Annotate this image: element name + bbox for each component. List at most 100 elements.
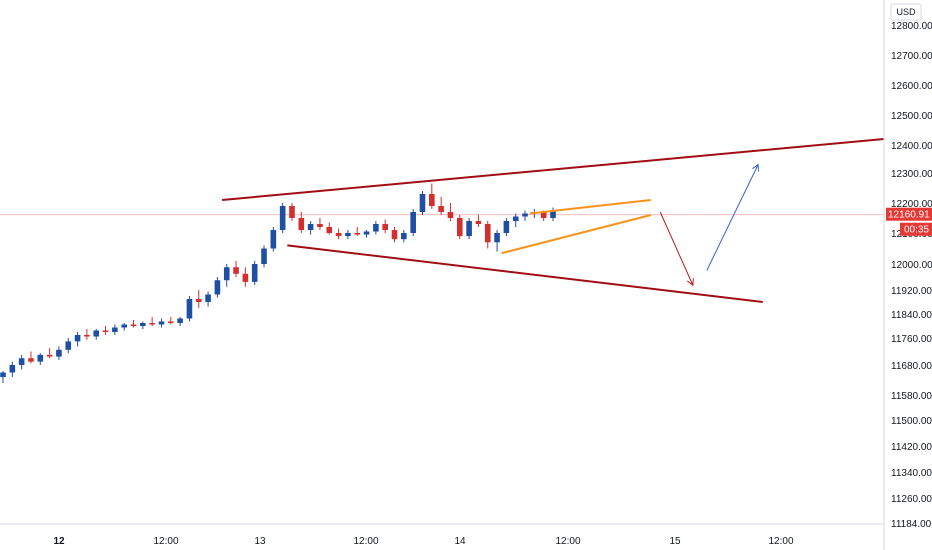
time-axis[interactable]: 12 12:00 13 12:00 14 12:00 15 12:00 bbox=[53, 536, 794, 547]
candle bbox=[56, 346, 62, 360]
candle bbox=[158, 318, 165, 328]
time-tick-label: 12:00 bbox=[153, 536, 178, 547]
arrow-up[interactable] bbox=[706, 163, 759, 271]
price-tick-label: 11680.00 bbox=[891, 361, 932, 372]
candle bbox=[447, 203, 454, 221]
channel-trendline[interactable] bbox=[221, 138, 885, 201]
candle bbox=[37, 353, 44, 365]
candle bbox=[326, 222, 333, 235]
candle bbox=[410, 209, 416, 237]
candle bbox=[149, 317, 155, 326]
arrow-down[interactable] bbox=[659, 211, 694, 287]
price-tick-label: 11500.00 bbox=[891, 416, 932, 427]
candle bbox=[186, 296, 193, 322]
candle bbox=[391, 227, 398, 243]
candle bbox=[261, 245, 267, 268]
candle bbox=[289, 203, 295, 221]
candle bbox=[93, 329, 100, 340]
candle bbox=[0, 371, 6, 383]
price-tick-label: 12000.00 bbox=[891, 260, 932, 271]
candle bbox=[74, 332, 81, 347]
candle bbox=[28, 351, 34, 364]
price-tick-label: 11420.00 bbox=[891, 442, 932, 453]
trendlines bbox=[221, 138, 885, 303]
price-tick-label: 12500.00 bbox=[891, 111, 932, 122]
price-tick-label: 11340.00 bbox=[891, 468, 932, 479]
candle bbox=[112, 324, 118, 335]
candle bbox=[494, 230, 500, 252]
candle bbox=[307, 221, 314, 235]
time-tick-label: 15 bbox=[669, 536, 681, 547]
wedge-trendline[interactable] bbox=[501, 214, 652, 255]
candle bbox=[270, 227, 277, 252]
candle bbox=[382, 219, 388, 233]
candle bbox=[503, 218, 510, 237]
price-tick-label: 11920.00 bbox=[891, 286, 932, 297]
candle bbox=[168, 317, 174, 325]
candle bbox=[298, 212, 305, 233]
timer-badge-text: 00:35 bbox=[904, 225, 929, 236]
candle bbox=[279, 203, 286, 233]
price-axis[interactable]: 12800.00 12700.00 12600.00 12500.00 12400.00… bbox=[891, 21, 932, 530]
candle bbox=[456, 215, 463, 240]
candle bbox=[354, 227, 361, 237]
time-tick-label: 13 bbox=[254, 536, 266, 547]
candle bbox=[9, 361, 16, 377]
candle bbox=[130, 320, 137, 328]
candle bbox=[335, 228, 342, 240]
candle bbox=[475, 215, 482, 227]
candle bbox=[177, 317, 183, 326]
candle bbox=[140, 321, 146, 329]
timer-badge: 00:35 bbox=[900, 222, 932, 236]
candle bbox=[205, 291, 211, 307]
currency-text: USD bbox=[896, 7, 916, 17]
time-tick-label: 12:00 bbox=[555, 536, 580, 547]
candle bbox=[102, 326, 109, 335]
candle bbox=[401, 230, 407, 243]
currency-label[interactable]: USD bbox=[890, 3, 922, 21]
candle bbox=[84, 329, 90, 340]
price-tick-label: 12300.00 bbox=[891, 169, 932, 180]
candle bbox=[46, 348, 53, 359]
candle bbox=[429, 183, 435, 209]
candle bbox=[466, 218, 472, 240]
candle bbox=[550, 207, 556, 221]
candle bbox=[345, 230, 351, 240]
time-tick-label: 12:00 bbox=[353, 536, 378, 547]
time-tick-label: 14 bbox=[454, 536, 466, 547]
arrows bbox=[659, 163, 759, 287]
wedge-trendline[interactable] bbox=[529, 199, 651, 215]
price-tick-label: 12700.00 bbox=[891, 51, 932, 62]
candle bbox=[214, 277, 221, 298]
candles bbox=[0, 183, 556, 383]
candle bbox=[438, 197, 444, 215]
price-tick-label: 12800.00 bbox=[891, 21, 932, 32]
time-tick-label: 12:00 bbox=[768, 536, 793, 547]
channel-trendline[interactable] bbox=[287, 244, 763, 303]
candle bbox=[121, 323, 127, 331]
price-tick-label: 11184.00 bbox=[891, 519, 932, 530]
candle bbox=[363, 230, 370, 238]
candle bbox=[484, 221, 491, 249]
candle bbox=[251, 260, 258, 286]
candle bbox=[242, 267, 249, 287]
candle bbox=[522, 210, 528, 221]
price-tick-label: 12200.00 bbox=[891, 199, 932, 210]
price-tick-label: 11580.00 bbox=[891, 391, 932, 402]
candle bbox=[317, 218, 323, 230]
price-tick-label: 11760.00 bbox=[891, 334, 932, 345]
candle bbox=[65, 338, 72, 354]
candle bbox=[195, 290, 202, 308]
price-tick-label: 12600.00 bbox=[891, 81, 932, 92]
price-badge-text: 12160.91 bbox=[888, 210, 930, 221]
candle bbox=[512, 213, 519, 227]
candle bbox=[18, 354, 25, 370]
price-tick-label: 11840.00 bbox=[891, 310, 932, 321]
candle bbox=[419, 191, 426, 215]
price-tick-label: 11260.00 bbox=[891, 494, 932, 505]
price-badge: 12160.91 bbox=[886, 207, 932, 221]
candle bbox=[223, 264, 230, 287]
candle bbox=[373, 221, 379, 235]
time-tick-label: 12 bbox=[53, 536, 65, 547]
